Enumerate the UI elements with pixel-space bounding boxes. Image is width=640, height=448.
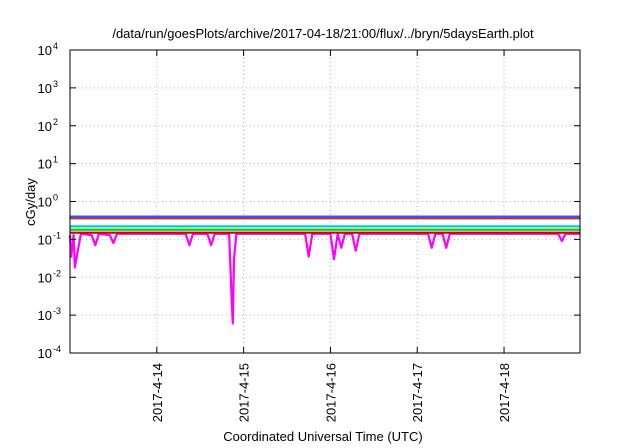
y-tick-exponent: 2 xyxy=(53,117,58,127)
y-tick-label: 10 xyxy=(38,195,52,210)
y-tick-label: 10 xyxy=(38,119,52,134)
y-tick-label: 10 xyxy=(38,232,52,247)
y-tick-exponent: 1 xyxy=(53,155,58,165)
y-tick-label: 10 xyxy=(38,81,52,96)
y-axis-label: cGy/day xyxy=(23,178,38,226)
x-axis-label: Coordinated Universal Time (UTC) xyxy=(223,429,422,444)
series-group xyxy=(68,215,580,325)
y-tick-exponent: 0 xyxy=(53,193,58,203)
x-tick-label: 2017-4-14 xyxy=(150,363,165,422)
y-tick-exponent: -1 xyxy=(53,230,61,240)
x-tick-label: 2017-4-17 xyxy=(410,363,425,422)
y-tick-exponent: -2 xyxy=(53,268,61,278)
x-tick-label: 2017-4-18 xyxy=(497,363,512,422)
y-tick-exponent: -4 xyxy=(53,344,61,354)
x-tick-label: 2017-4-15 xyxy=(237,363,252,422)
y-tick-label: 10 xyxy=(38,43,52,58)
y-tick-label: 10 xyxy=(38,308,52,323)
y-tick-label: 10 xyxy=(38,346,52,361)
y-tick-exponent: -3 xyxy=(53,306,61,316)
y-tick-exponent: 4 xyxy=(53,41,58,51)
chart-title: /data/run/goesPlots/archive/2017-04-18/2… xyxy=(112,26,534,41)
y-tick-exponent: 3 xyxy=(53,79,58,89)
series-line xyxy=(68,232,580,325)
x-tick-label: 2017-4-16 xyxy=(323,363,338,422)
grid xyxy=(70,50,580,353)
y-tick-label: 10 xyxy=(38,270,52,285)
y-tick-label: 10 xyxy=(38,157,52,172)
